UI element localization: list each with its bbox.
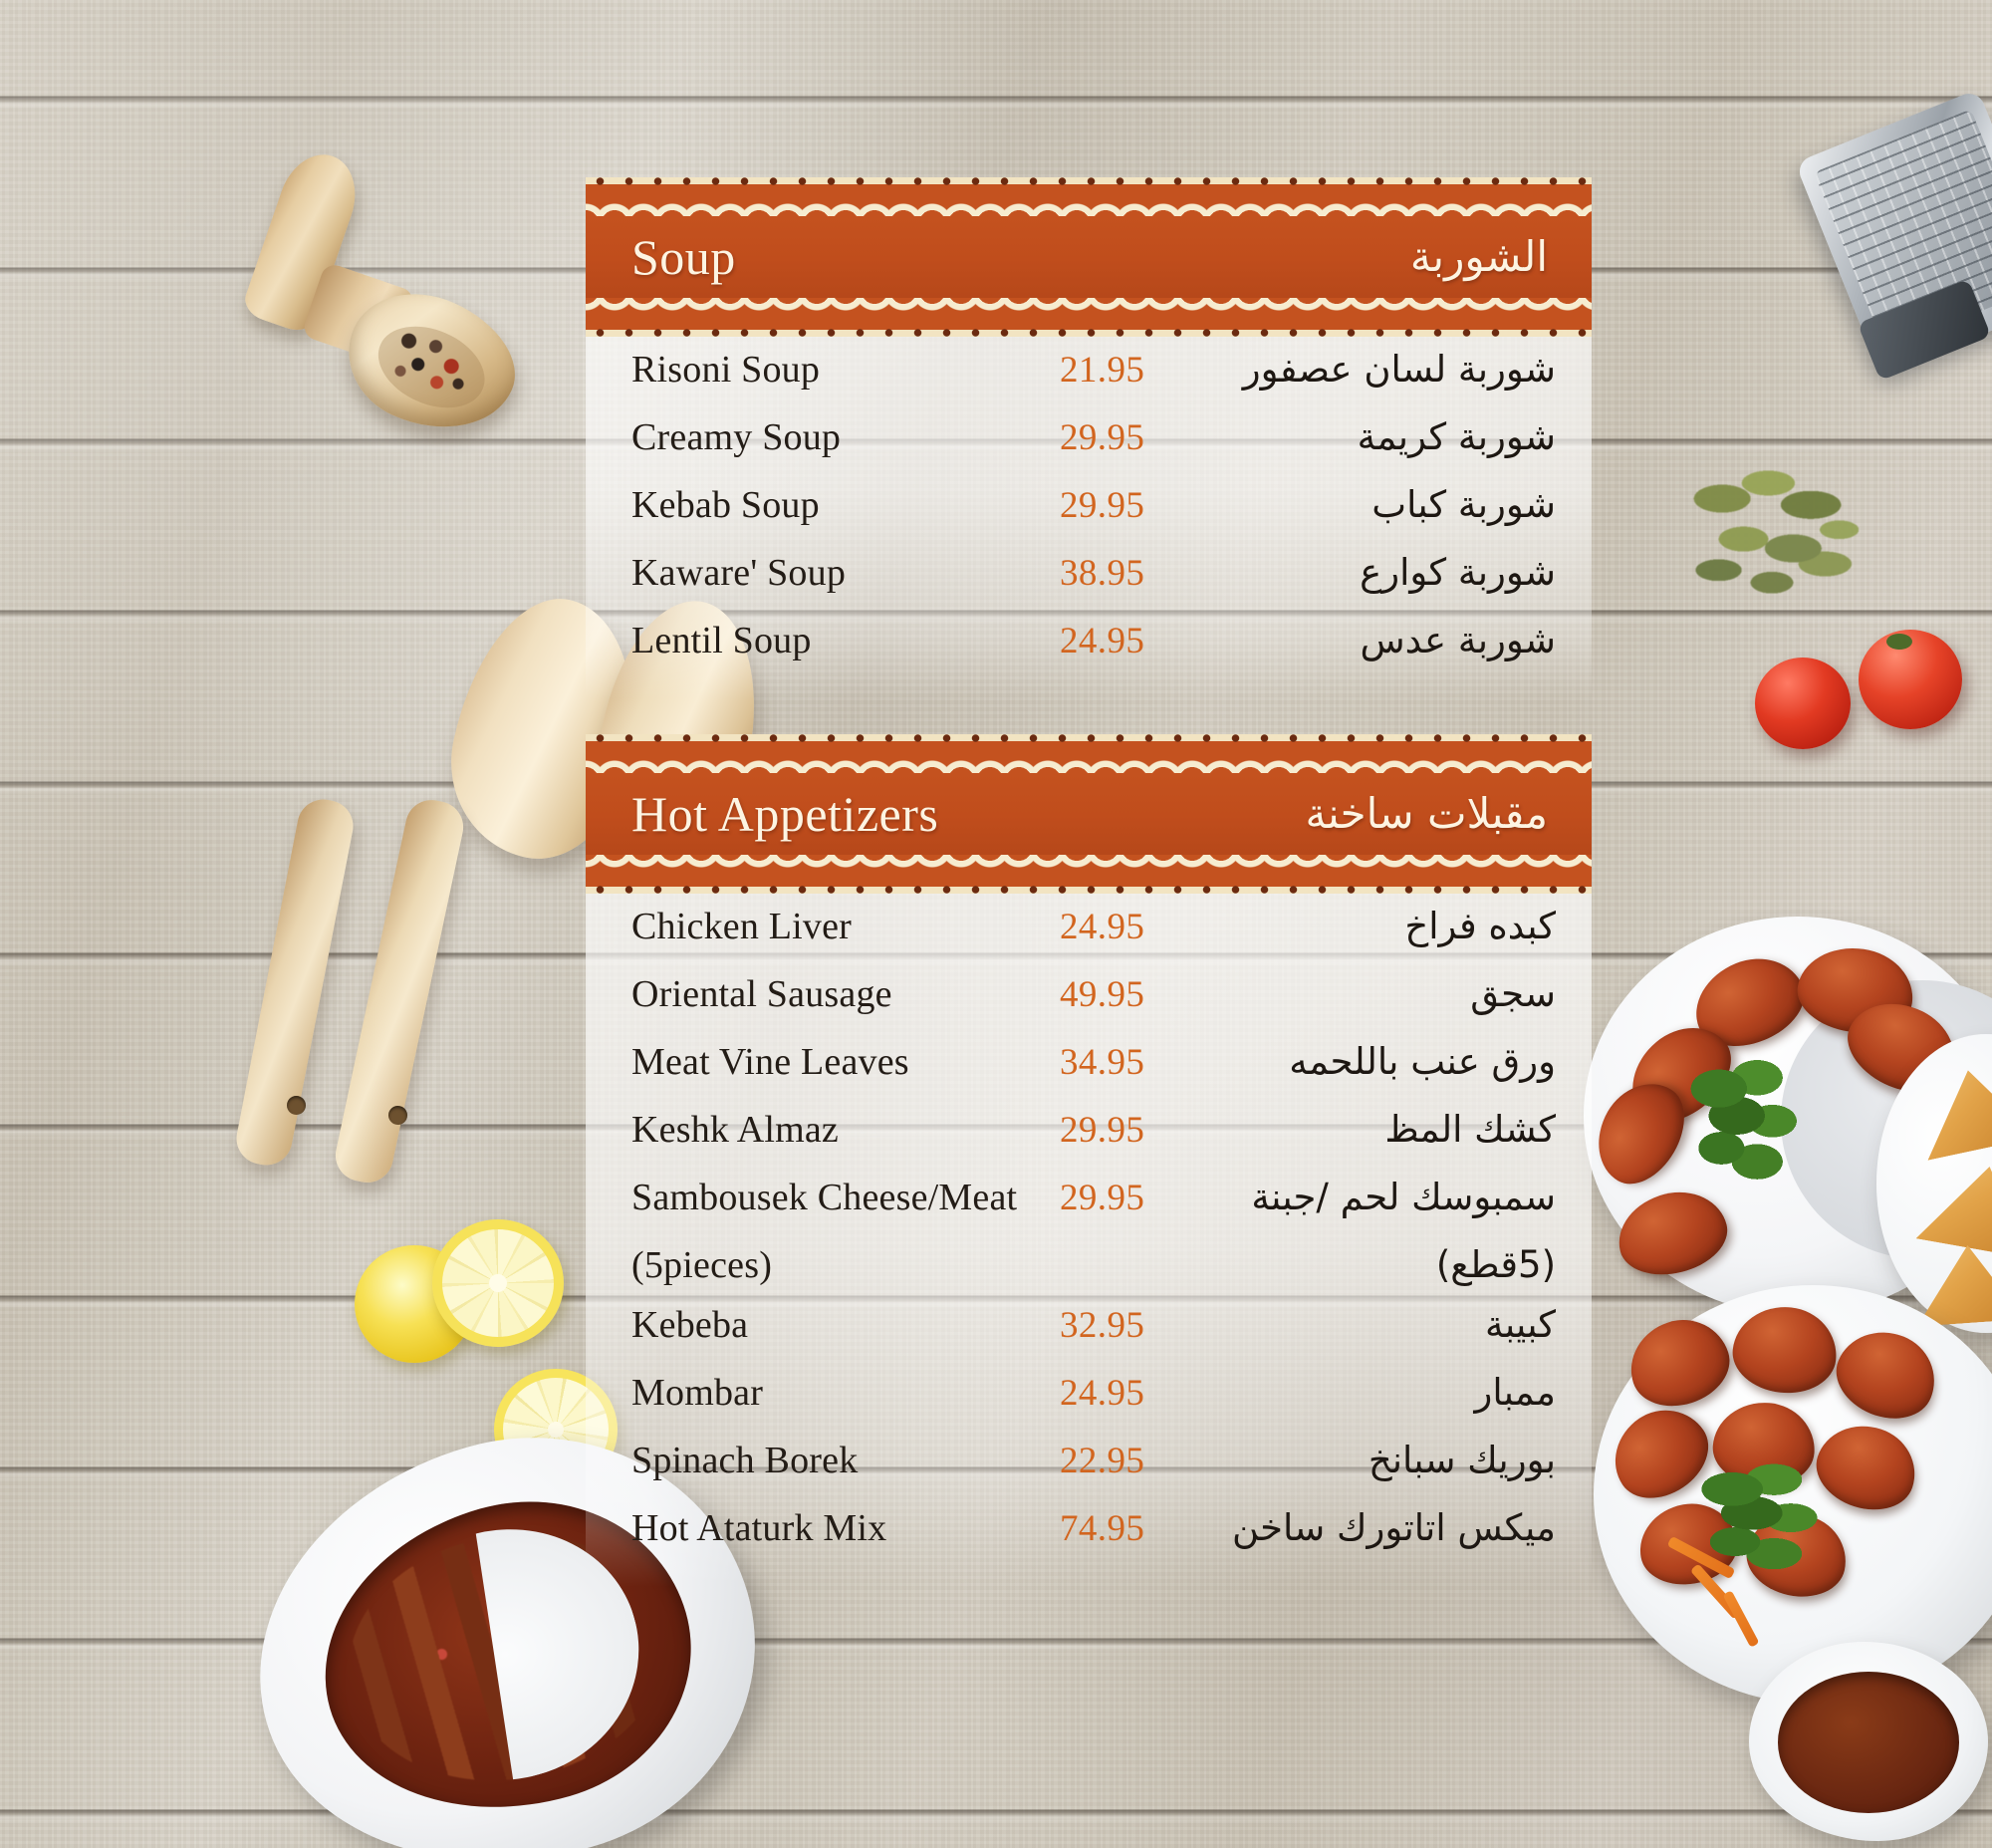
item-name-arabic: ميكس اتاتورك ساخن: [1231, 1506, 1556, 1549]
item-name-arabic: شوربة عدس: [1360, 619, 1556, 661]
ornament-band-bottom: [586, 855, 1592, 894]
item-name-english: Kebeba: [631, 1304, 749, 1346]
menu-item-row[interactable]: Meat Vine Leaves 34.95 ورق عنب باللحمه: [586, 1039, 1592, 1107]
item-name-english: Risoni Soup: [631, 349, 821, 391]
item-name-english: Keshk Almaz: [631, 1109, 839, 1151]
item-name-english: Meat Vine Leaves: [631, 1041, 909, 1083]
item-name-english: Sambousek Cheese/Meat: [631, 1177, 1018, 1218]
item-name-arabic: شوربة كريمة: [1357, 415, 1556, 458]
menu-item-row[interactable]: Chicken Liver 24.95 كبده فراخ: [586, 904, 1592, 971]
hot-appetizers-section-header: Hot Appetizers مقبلات ساخنة: [586, 773, 1592, 855]
item-name-arabic: شوربة كباب: [1371, 483, 1556, 526]
soup-section-card: Soup الشوربة Risoni Soup 21.95 شوربة لسا…: [586, 177, 1592, 699]
item-name-english: Oriental Sausage: [631, 973, 892, 1015]
item-price: 29.95: [1060, 485, 1145, 526]
item-price: 29.95: [1060, 417, 1145, 458]
item-price: 29.95: [1060, 1110, 1145, 1151]
ornament-band-top: [586, 177, 1592, 216]
item-price: 24.95: [1060, 1373, 1145, 1414]
item-price: 24.95: [1060, 621, 1145, 661]
menu-item-row[interactable]: Hot Ataturk Mix 74.95 ميكس اتاتورك ساخن: [586, 1505, 1592, 1573]
item-price: 32.95: [1060, 1305, 1145, 1346]
soup-item-list: Risoni Soup 21.95 شوربة لسان عصفور Cream…: [586, 337, 1592, 699]
menu-item-row[interactable]: Kaware' Soup 38.95 شوربة كوارع: [586, 550, 1592, 618]
menu-item-row[interactable]: Oriental Sausage 49.95 سجق: [586, 971, 1592, 1039]
item-price: 34.95: [1060, 1042, 1145, 1083]
hot-appetizers-title-arabic: مقبلات ساخنة: [1305, 788, 1548, 838]
item-name-arabic: كبده فراخ: [1404, 905, 1556, 947]
item-price: 24.95: [1060, 907, 1145, 947]
hot-appetizers-section-card: Hot Appetizers مقبلات ساخنة Chicken Live…: [586, 734, 1592, 1587]
item-name-arabic: شوربة لسان عصفور: [1242, 348, 1556, 391]
ornament-band-top: [586, 734, 1592, 773]
item-price: 29.95: [1060, 1178, 1145, 1218]
item-portion-english: (5pieces): [631, 1244, 773, 1286]
item-name-arabic: كشك المظ: [1384, 1108, 1556, 1151]
item-price: 21.95: [1060, 350, 1145, 391]
item-price: 74.95: [1060, 1508, 1145, 1549]
menu-item-row-subline: (5pieces) (5قطع): [586, 1242, 1592, 1302]
item-name-english: Spinach Borek: [631, 1440, 859, 1481]
item-name-english: Kebab Soup: [631, 484, 820, 526]
menu-item-row[interactable]: Spinach Borek 22.95 بوريك سبانخ: [586, 1438, 1592, 1505]
menu-item-row[interactable]: Kebeba 32.95 كبيبة: [586, 1302, 1592, 1370]
item-name-english: Creamy Soup: [631, 416, 842, 458]
item-name-arabic: شوربة كوارع: [1360, 551, 1556, 594]
item-name-arabic: ورق عنب باللحمه: [1289, 1040, 1556, 1083]
item-name-english: Kaware' Soup: [631, 552, 847, 594]
item-name-arabic: ممبار: [1474, 1371, 1556, 1414]
soup-title-english: Soup: [631, 229, 736, 285]
menu-item-row[interactable]: Kebab Soup 29.95 شوربة كباب: [586, 482, 1592, 550]
item-name-arabic: بوريك سبانخ: [1368, 1439, 1556, 1481]
item-price: 22.95: [1060, 1441, 1145, 1481]
menu-item-row[interactable]: Sambousek Cheese/Meat 29.95 سمبوسك لحم /…: [586, 1175, 1592, 1242]
ornament-band-bottom: [586, 298, 1592, 337]
menu-item-row[interactable]: Creamy Soup 29.95 شوربة كريمة: [586, 414, 1592, 482]
menu-item-row[interactable]: Mombar 24.95 ممبار: [586, 1370, 1592, 1438]
item-portion-arabic: (5قطع): [1435, 1243, 1556, 1286]
item-name-english: Mombar: [631, 1372, 764, 1414]
item-name-english: Lentil Soup: [631, 620, 812, 661]
hot-appetizers-title-english: Hot Appetizers: [631, 786, 939, 842]
item-name-arabic: سجق: [1470, 972, 1556, 1015]
item-name-english: Chicken Liver: [631, 906, 853, 947]
menu-item-row[interactable]: Keshk Almaz 29.95 كشك المظ: [586, 1107, 1592, 1175]
soup-title-arabic: الشوربة: [1409, 231, 1548, 281]
item-name-arabic: سمبوسك لحم /جبنة: [1251, 1176, 1556, 1218]
item-price: 49.95: [1060, 974, 1145, 1015]
item-name-arabic: كبيبة: [1485, 1303, 1556, 1346]
item-price: 38.95: [1060, 553, 1145, 594]
hot-appetizers-item-list: Chicken Liver 24.95 كبده فراخ Oriental S…: [586, 894, 1592, 1587]
menu-item-row[interactable]: Risoni Soup 21.95 شوربة لسان عصفور: [586, 347, 1592, 414]
item-name-english: Hot Ataturk Mix: [631, 1507, 887, 1549]
soup-section-header: Soup الشوربة: [586, 216, 1592, 298]
menu-item-row[interactable]: Lentil Soup 24.95 شوربة عدس: [586, 618, 1592, 685]
